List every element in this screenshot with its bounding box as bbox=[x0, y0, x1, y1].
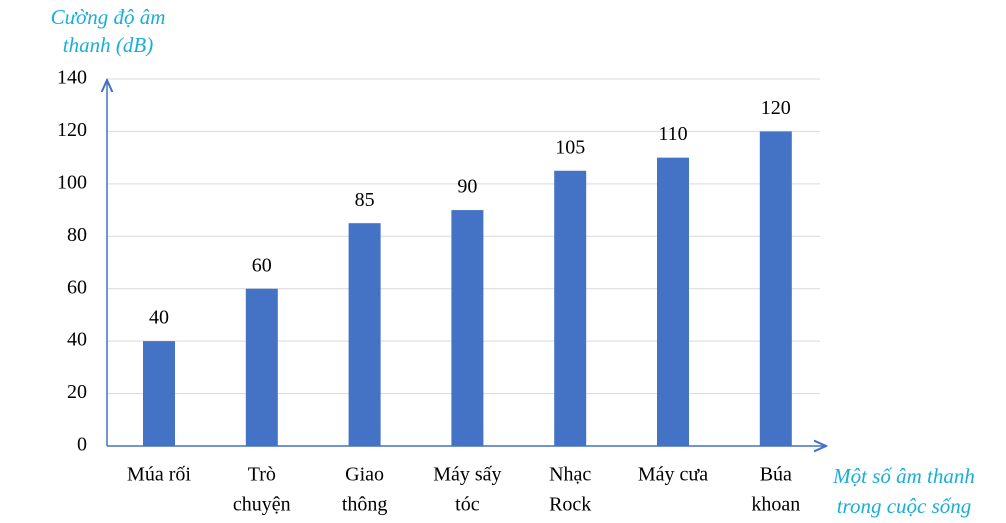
bar bbox=[348, 223, 381, 446]
value-label: 120 bbox=[761, 97, 791, 119]
x-tick-label: chuyện bbox=[233, 494, 291, 516]
bar bbox=[554, 170, 587, 446]
y-axis-label: thanh (dB) bbox=[63, 33, 153, 57]
bar bbox=[657, 157, 689, 446]
x-tick-label: Rock bbox=[549, 494, 591, 516]
y-tick-label: 40 bbox=[67, 329, 87, 351]
y-tick-label: 80 bbox=[67, 224, 87, 246]
value-label: 60 bbox=[252, 254, 272, 276]
y-tick-label: 120 bbox=[57, 119, 87, 141]
x-tick-label: tóc bbox=[455, 494, 480, 516]
y-tick-label: 100 bbox=[57, 171, 87, 193]
y-tick-label: 20 bbox=[67, 381, 87, 403]
y-tick-label: 0 bbox=[77, 434, 87, 456]
x-tick-label: Máy sấy bbox=[433, 464, 501, 486]
y-tick-label: 60 bbox=[67, 276, 87, 298]
bar bbox=[451, 210, 484, 446]
x-tick-label: Máy cưa bbox=[638, 464, 708, 486]
y-axis-label: Cường độ âm bbox=[51, 5, 166, 29]
y-tick-label: 140 bbox=[57, 67, 87, 89]
x-tick-label: thông bbox=[342, 494, 388, 516]
bar bbox=[759, 131, 792, 446]
x-tick-label: Giao bbox=[345, 464, 384, 486]
value-label: 40 bbox=[149, 307, 169, 329]
x-tick-label: Múa rối bbox=[127, 464, 191, 486]
value-label: 90 bbox=[457, 176, 477, 198]
value-label: 85 bbox=[355, 189, 375, 211]
x-tick-label: Búa bbox=[760, 464, 792, 486]
value-label: 105 bbox=[555, 136, 585, 158]
bar bbox=[143, 341, 175, 446]
bar bbox=[245, 288, 278, 446]
x-tick-label: khoan bbox=[751, 494, 800, 516]
x-tick-label: Trò bbox=[248, 464, 276, 486]
value-label: 110 bbox=[658, 123, 687, 145]
x-tick-label: Nhạc bbox=[549, 464, 591, 486]
x-axis-label: trong cuộc sống bbox=[837, 494, 972, 518]
x-axis-label: Một số âm thanh bbox=[832, 464, 975, 488]
